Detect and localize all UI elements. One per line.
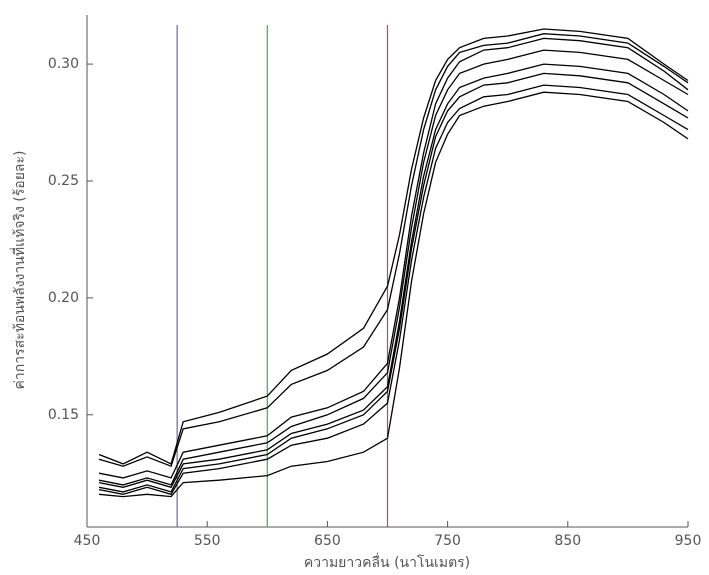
x-tick-label: 550 [194,533,221,549]
spectrum-line [98,63,689,489]
y-tick-label: 0.20 [48,290,79,306]
y-axis-label: ค่าการสะท้อนพลังงานที่แท้จริง (ร้อยละ) [10,151,28,390]
spectrum-line [98,72,689,493]
x-tick-label: 750 [434,533,461,549]
spectrum-line [98,49,689,486]
x-tick-label: 950 [675,533,702,549]
spectrum-line [98,84,689,496]
y-tick-label: 0.25 [48,173,79,189]
spectrum-line [98,91,689,498]
spectrum-line [98,33,689,468]
x-tick-label: 850 [554,533,581,549]
y-tick-label: 0.15 [48,407,79,423]
spectrum-line [98,37,689,479]
spectrum-line [98,28,689,465]
x-tick-label: 450 [74,533,101,549]
x-tick-label: 650 [314,533,341,549]
y-tick-label: 0.30 [48,56,79,72]
x-axis-label: ความยาวคลื่น (นาโนเมตร) [304,553,470,571]
